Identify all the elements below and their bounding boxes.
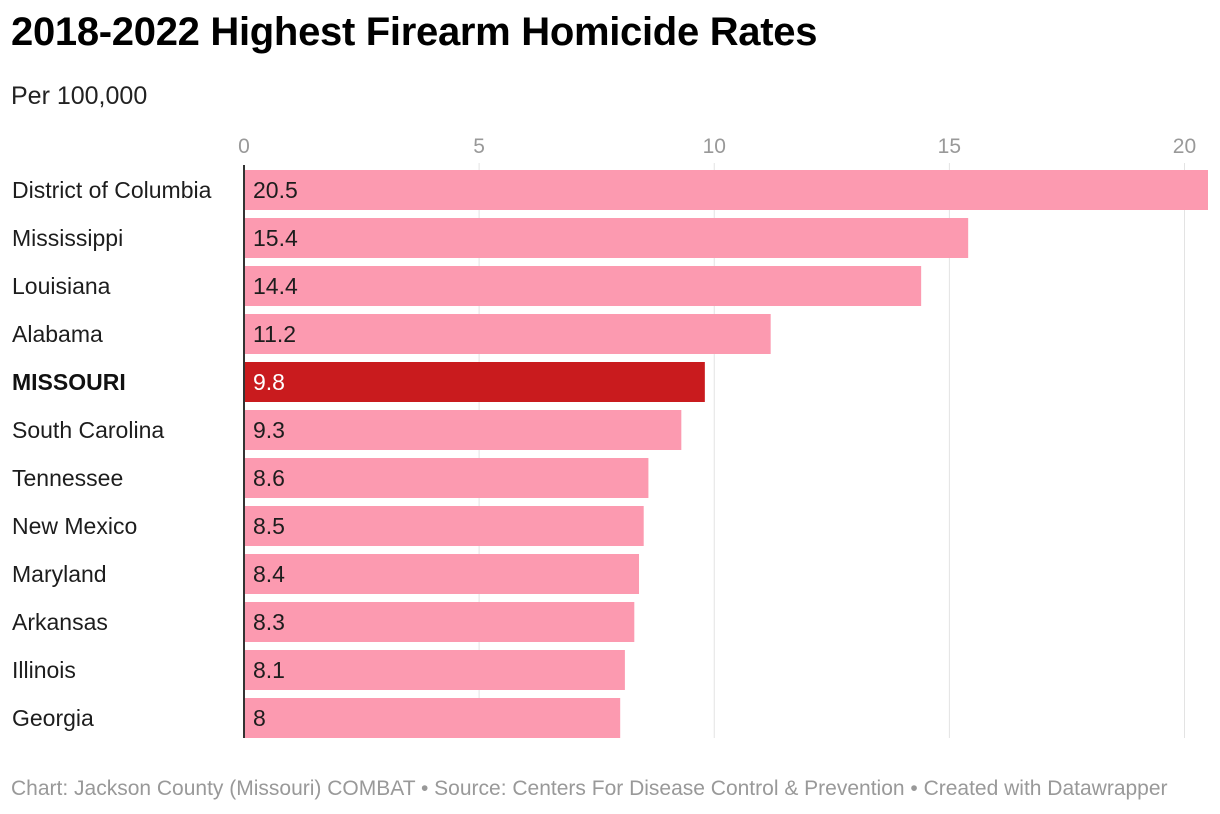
bar <box>244 698 621 738</box>
bar <box>244 410 682 450</box>
bar <box>244 218 969 258</box>
category-label: Louisiana <box>12 273 111 299</box>
x-tick-label: 0 <box>238 135 250 158</box>
category-label: South Carolina <box>12 417 164 443</box>
value-labels: 20.5 15.4 14.4 11.2 9.8 9.3 8.6 8.5 8.4 8.3 8.1 8 <box>253 177 298 731</box>
value-label: 8.3 <box>253 609 285 635</box>
value-label: 8 <box>253 705 266 731</box>
bar <box>244 458 649 498</box>
bar <box>244 506 644 546</box>
chart-title: 2018-2022 Highest Firearm Homicide Rates <box>11 10 818 54</box>
x-tick-label: 10 <box>703 135 726 158</box>
value-label: 14.4 <box>253 273 298 299</box>
category-label: District of Columbia <box>12 177 212 203</box>
category-label: Maryland <box>12 561 107 587</box>
bar <box>244 362 705 402</box>
chart-footer: Chart: Jackson County (Missouri) COMBAT … <box>11 777 1168 800</box>
category-label: New Mexico <box>12 513 137 539</box>
value-label: 8.1 <box>253 657 285 683</box>
category-label: Tennessee <box>12 465 123 491</box>
gridlines <box>478 163 1185 738</box>
bars <box>244 170 1208 738</box>
bar <box>244 314 771 354</box>
category-label: Mississippi <box>12 225 123 251</box>
bar <box>244 554 640 594</box>
category-label: Illinois <box>12 657 76 683</box>
value-label: 9.3 <box>253 417 285 443</box>
category-label: Alabama <box>12 321 103 347</box>
x-tick-label: 15 <box>938 135 961 158</box>
bar <box>244 170 1208 210</box>
value-label: 20.5 <box>253 177 298 203</box>
x-tick-label: 5 <box>473 135 485 158</box>
bar <box>244 650 625 690</box>
bar <box>244 266 922 306</box>
value-label: 8.6 <box>253 465 285 491</box>
category-label: Arkansas <box>12 609 108 635</box>
x-tick-label: 20 <box>1173 135 1196 158</box>
value-label: 8.4 <box>253 561 285 587</box>
value-label: 8.5 <box>253 513 285 539</box>
value-label: 11.2 <box>253 321 296 347</box>
category-labels: District of Columbia Mississippi Louisiana… <box>12 177 212 731</box>
value-label: 9.8 <box>253 369 285 395</box>
x-axis-ticks: 0 5 10 15 20 <box>238 135 1196 158</box>
value-label: 15.4 <box>253 225 298 251</box>
chart-subtitle: Per 100,000 <box>11 82 148 110</box>
category-label: MISSOURI <box>12 369 126 395</box>
bar-chart: 0 5 10 15 20 District of Columbia Mississippi… <box>12 135 1208 738</box>
category-label: Georgia <box>12 705 94 731</box>
bar <box>244 602 635 642</box>
